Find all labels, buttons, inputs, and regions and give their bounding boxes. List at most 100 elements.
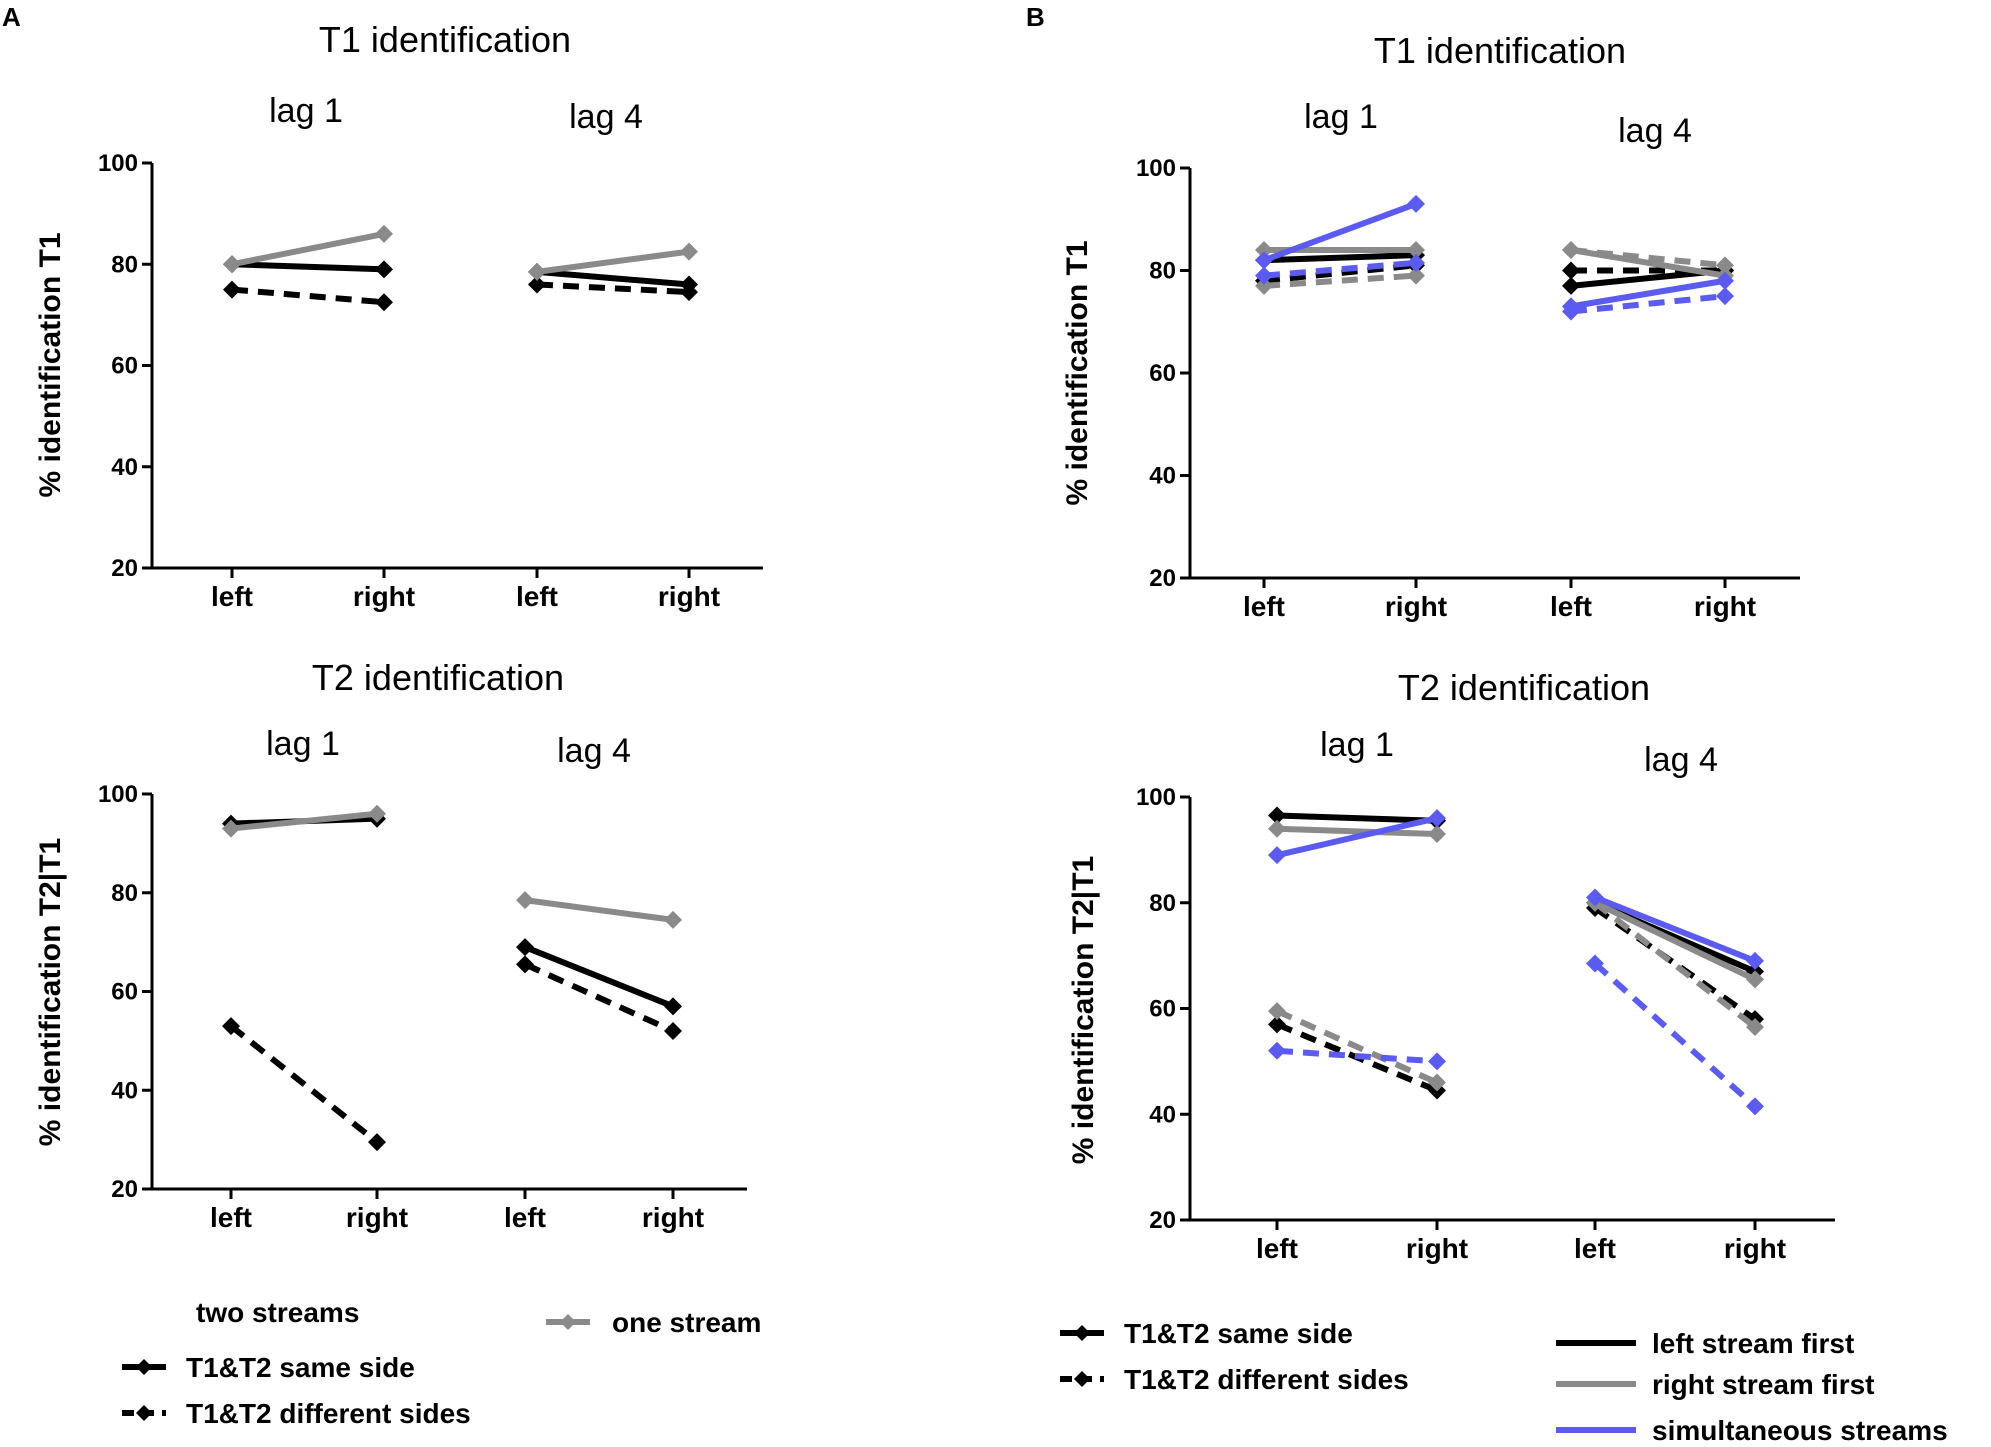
series-one-stream: [222, 804, 682, 929]
data-point-diamond: [516, 891, 534, 910]
legend-diamond-marker: [1074, 1371, 1090, 1387]
data-point-diamond: [1562, 261, 1580, 280]
chart-title: T2 identification: [312, 657, 564, 698]
chart-title: T1 identification: [319, 19, 571, 60]
x-tick-label: right: [1406, 1233, 1468, 1264]
data-point-diamond: [1562, 241, 1580, 259]
series-line-segment: [1263, 252, 1417, 264]
series-line-segment: [1276, 812, 1438, 824]
data-point-diamond: [1407, 194, 1425, 213]
data-point-diamond: [680, 283, 698, 302]
lag-label: lag 1: [1304, 98, 1378, 136]
legend-b-same-side: T1&T2 same side: [1060, 1318, 1353, 1349]
x-tick-label: left: [1243, 591, 1285, 622]
legend-b-right-first: right stream first: [1556, 1369, 1875, 1400]
series-line-segment: [1593, 900, 1757, 983]
data-point-diamond: [680, 242, 698, 261]
series-simultaneous-streams-t1-t2-same-side: [1255, 194, 1734, 316]
lag-label: lag 4: [1618, 112, 1692, 150]
legend-a-same-side-label: T1&T2 same side: [186, 1352, 415, 1383]
data-point-diamond: [664, 997, 682, 1016]
data-point-diamond: [516, 955, 534, 974]
data-point-diamond: [1562, 302, 1580, 321]
y-tick-label: 40: [1149, 1101, 1176, 1128]
y-tick-label: 80: [111, 880, 138, 907]
data-point-diamond: [1407, 253, 1425, 272]
lag-label: lag 4: [557, 732, 631, 770]
series-line-segment: [1263, 272, 1417, 289]
y-tick-label: 60: [111, 979, 138, 1006]
legend-b-same-side-label: T1&T2 same side: [1124, 1318, 1353, 1349]
x-tick-label: right: [346, 1202, 408, 1233]
data-point-diamond: [1428, 1073, 1446, 1092]
series-left-stream-first-t1-t2-different-sides: [1268, 899, 1764, 1100]
legend-a-one-stream: one stream: [546, 1307, 761, 1338]
data-point-diamond: [528, 262, 546, 281]
legend-a-different-sides-label: T1&T2 different sides: [186, 1398, 471, 1429]
chart-b-t1: T1 identification lag 1 lag 4 20 40 60 80 100 le…: [1061, 30, 1800, 622]
y-tick-label: 40: [111, 454, 138, 481]
data-point-diamond: [1586, 888, 1604, 907]
panel-label-b: B: [1026, 2, 1045, 32]
y-tick-label: 20: [111, 555, 138, 582]
lag-label: lag 4: [569, 98, 643, 136]
data-point-diamond: [1268, 1002, 1286, 1021]
lag-label: lag 1: [269, 92, 343, 130]
y-axis-label: % identification T2|T1: [34, 838, 67, 1146]
x-tick-label: right: [658, 581, 720, 612]
data-point-diamond: [516, 938, 534, 957]
series-line-segment: [1263, 262, 1417, 284]
y-axis-label: % identification T1: [1061, 240, 1094, 505]
series-line-segment: [1276, 815, 1438, 859]
x-tick-label: right: [1694, 591, 1756, 622]
y-tick-label: 40: [1149, 463, 1176, 490]
series-line-segment: [1276, 825, 1438, 838]
legend-a-heading: two streams: [196, 1297, 359, 1328]
y-tick-label: 100: [1136, 155, 1176, 182]
legend-diamond-marker: [136, 1405, 152, 1421]
x-tick-label: left: [210, 1202, 252, 1233]
chart-title: T1 identification: [1374, 30, 1626, 71]
series-line-segment: [1570, 277, 1726, 310]
y-tick-label: 80: [1149, 890, 1176, 917]
x-tick-label: left: [516, 581, 558, 612]
x-tick-label: left: [504, 1202, 546, 1233]
x-tick-label: right: [1724, 1233, 1786, 1264]
data-point-diamond: [1428, 825, 1446, 844]
data-point-diamond: [664, 910, 682, 929]
x-tick-label: left: [211, 581, 253, 612]
data-point-diamond: [1255, 276, 1273, 295]
series-line-segment: [1276, 1047, 1438, 1065]
series-line-segment: [1593, 894, 1757, 964]
y-tick-label: 20: [1149, 565, 1176, 592]
series-line-segment: [536, 268, 690, 288]
panel-label-a: A: [2, 2, 21, 32]
y-tick-label: 60: [111, 353, 138, 380]
legend-b-simultaneous-label: simultaneous streams: [1652, 1415, 1948, 1446]
legend-b-left-first-label: left stream first: [1652, 1328, 1854, 1359]
legend-b-different-sides: T1&T2 different sides: [1060, 1364, 1409, 1395]
y-tick-label: 20: [111, 1176, 138, 1203]
data-point-diamond: [1746, 1097, 1764, 1116]
series-line-segment: [536, 281, 690, 296]
series-t1-t2-different-sides: [222, 955, 682, 1152]
y-tick-label: 80: [111, 251, 138, 278]
legend-diamond-marker: [560, 1314, 576, 1330]
legend-a-one-stream-label: one stream: [612, 1307, 761, 1338]
data-point-diamond: [1255, 266, 1273, 285]
chart-a-t1: T1 identification lag 1 lag 4 20 40 60 80 100 le…: [34, 19, 763, 612]
data-point-diamond: [375, 293, 393, 312]
series-t1-t2-different-sides: [223, 275, 698, 312]
series-right-stream-first-t1-t2-different-sides: [1268, 893, 1764, 1092]
legend-diamond-marker: [1074, 1325, 1090, 1341]
series-line-segment: [1593, 961, 1757, 1109]
y-tick-label: 20: [1149, 1207, 1176, 1234]
data-point-diamond: [528, 275, 546, 294]
lag-label: lag 4: [1644, 741, 1718, 779]
legend-b: T1&T2 same side T1&T2 different sides le…: [1060, 1318, 1948, 1446]
y-tick-label: 40: [111, 1077, 138, 1104]
legend-a-same-side: T1&T2 same side: [122, 1352, 415, 1383]
data-point-diamond: [223, 280, 241, 299]
data-point-diamond: [1255, 241, 1273, 259]
